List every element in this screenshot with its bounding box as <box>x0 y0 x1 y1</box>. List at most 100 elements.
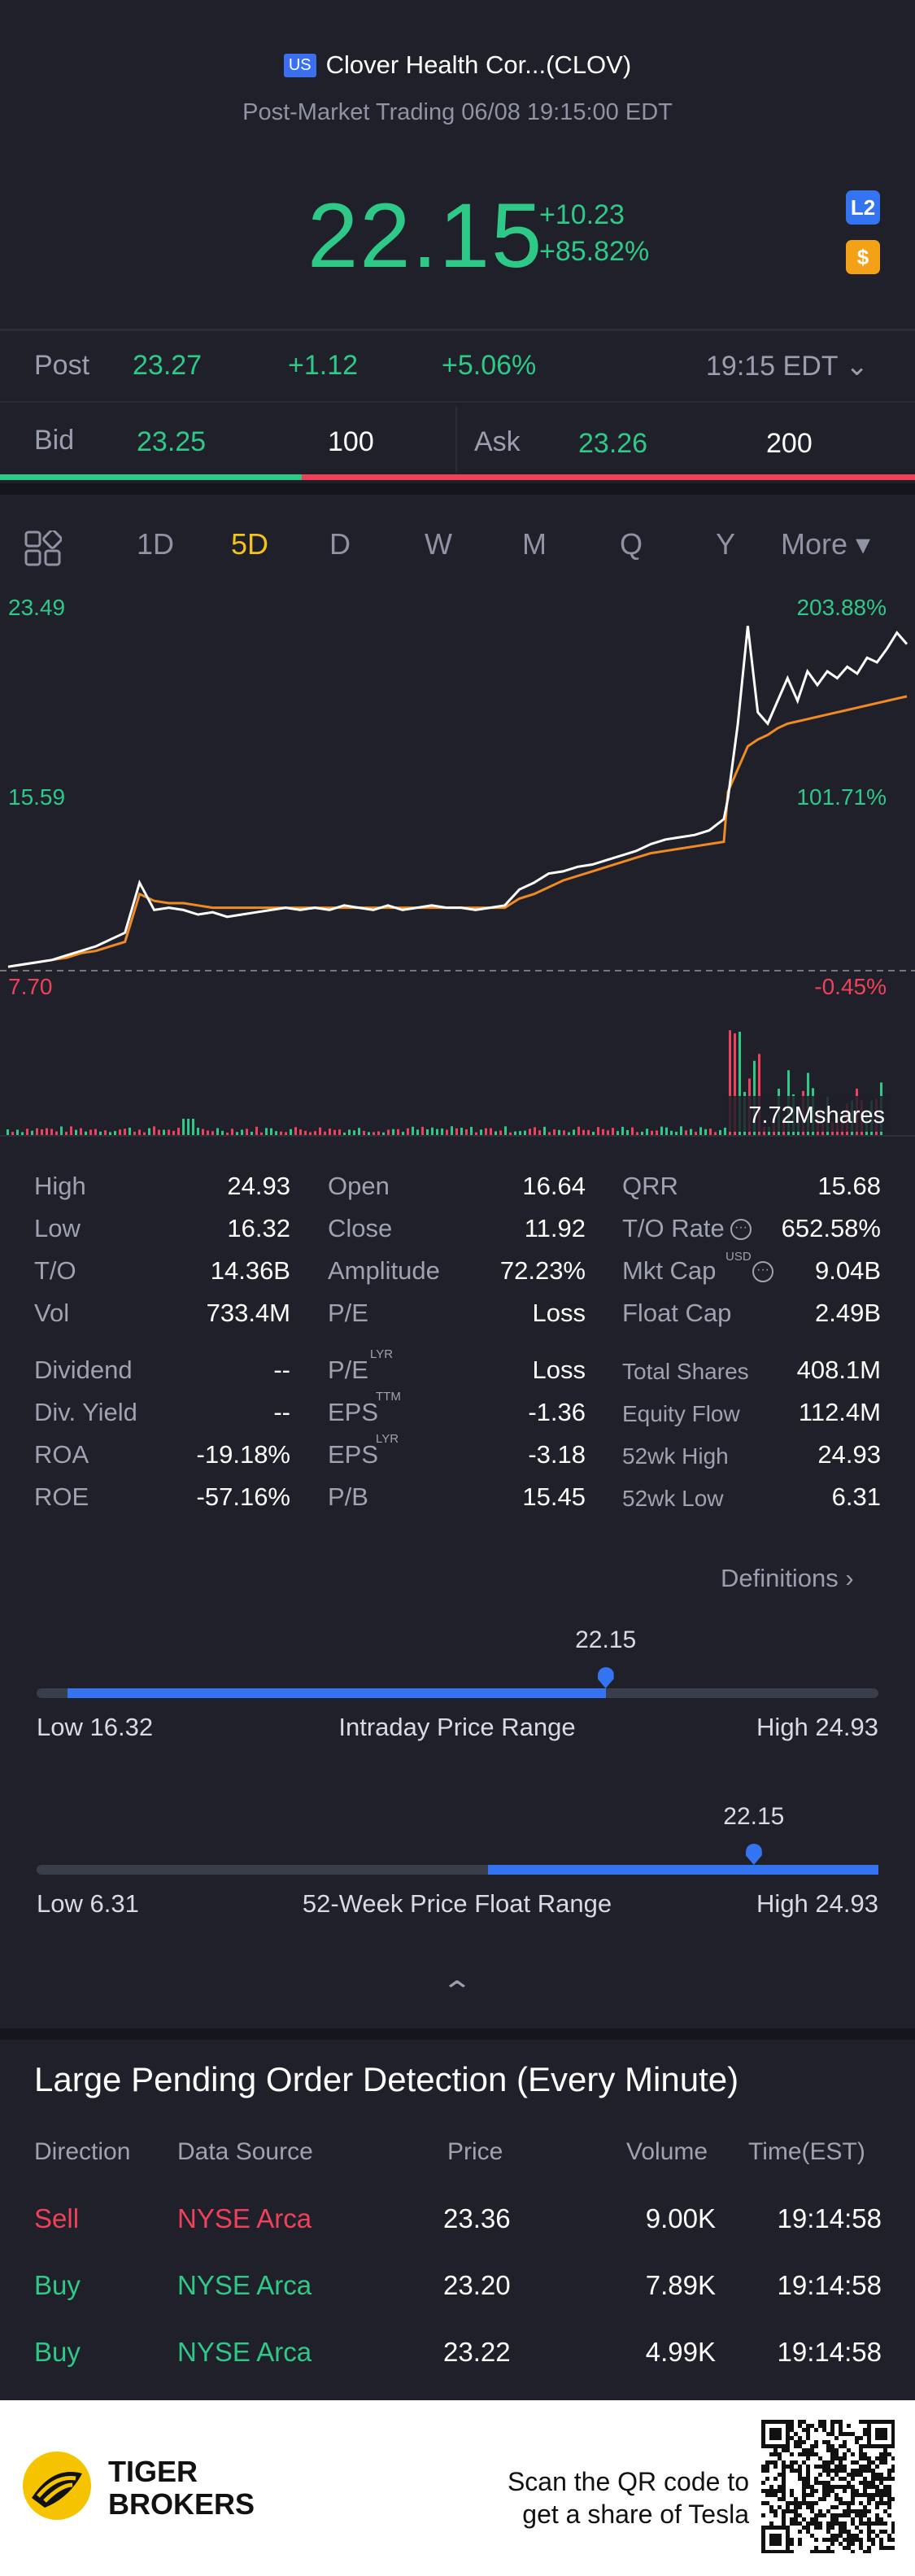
volume-bar <box>65 1132 68 1135</box>
order-source: NYSE Arca <box>177 2203 312 2233</box>
range-value: 22.15 <box>723 1803 785 1830</box>
info-icon[interactable]: ··· <box>730 1219 752 1240</box>
orders-header: Data Source <box>177 2138 313 2165</box>
volume-bar <box>538 1130 541 1135</box>
scan-line-2: get a share of Tesla <box>522 2500 749 2529</box>
volume-bar <box>480 1129 482 1135</box>
volume-bar <box>685 1130 687 1135</box>
stat-label: ROE <box>34 1482 89 1511</box>
tab-m[interactable]: M <box>522 527 547 561</box>
volume-bar <box>519 1131 521 1135</box>
dollar-button[interactable]: $ <box>846 240 880 274</box>
volume-bar <box>621 1126 624 1135</box>
post-time-dropdown[interactable]: 19:15 EDT ⌄ <box>706 350 869 382</box>
volume-bar <box>50 1129 53 1135</box>
volume-bar <box>333 1129 336 1135</box>
volume-bar <box>568 1132 570 1135</box>
volume-bar <box>382 1132 385 1135</box>
qr-code[interactable] <box>761 2420 895 2553</box>
volume-bar <box>280 1131 282 1135</box>
stat-value: 72.23% <box>499 1256 586 1285</box>
volume-bar <box>246 1129 248 1135</box>
volume-bar <box>124 1129 126 1135</box>
volume-bar <box>577 1126 580 1135</box>
volume-bar <box>16 1129 19 1135</box>
volume-bar <box>177 1128 180 1135</box>
volume-bar <box>158 1129 160 1135</box>
order-time: 19:14:58 <box>777 2337 882 2367</box>
y-label-high: 23.49 <box>8 595 65 620</box>
volume-bar <box>436 1129 438 1135</box>
volume-bar <box>119 1129 121 1135</box>
range-low: Low 16.32 <box>37 1713 154 1741</box>
volume-bar <box>758 1054 760 1135</box>
stat-value: 15.45 <box>522 1482 586 1511</box>
volume-bar <box>402 1132 404 1135</box>
volume-bar <box>597 1127 599 1135</box>
tab-q[interactable]: Q <box>620 527 643 561</box>
volume-label-bg <box>726 1096 889 1132</box>
volume-bar <box>524 1130 526 1135</box>
volume-bar <box>104 1130 107 1135</box>
definitions-label: Definitions <box>721 1564 839 1592</box>
range-low: Low 6.31 <box>37 1889 139 1918</box>
stat-value: 6.31 <box>831 1482 881 1511</box>
info-icon[interactable]: ··· <box>752 1261 773 1282</box>
volume-bar <box>392 1129 394 1135</box>
volume-bar <box>534 1127 536 1135</box>
volume-bar <box>607 1130 609 1135</box>
volume-bar <box>631 1127 634 1135</box>
stat-label: Close <box>328 1214 393 1242</box>
volume-bar <box>11 1132 14 1135</box>
y-label-low: 7.70 <box>8 974 53 999</box>
volume-bar <box>236 1132 238 1135</box>
stat-label: Float Cap <box>622 1299 732 1327</box>
volume-bar <box>94 1129 97 1135</box>
order-direction: Sell <box>34 2203 80 2233</box>
order-time: 19:14:58 <box>777 2270 882 2300</box>
pct-label-low: -0.45% <box>814 974 887 999</box>
price-chart[interactable]: 23.49 15.59 7.70 203.88% 101.71% -0.45% 7.72Ms… <box>0 590 915 1147</box>
volume-bar <box>46 1128 48 1135</box>
volume-bar <box>680 1126 682 1135</box>
pct-label-mid: 101.71% <box>796 784 887 810</box>
volume-bar <box>319 1127 321 1135</box>
volume-bar <box>646 1129 648 1135</box>
volume-bar <box>504 1126 507 1135</box>
stats-grid: High 24.93 Open 16.64 QRR 15.68 Low 16.32 Close 1… <box>0 1172 915 1578</box>
level2-button[interactable]: L2 <box>846 190 880 225</box>
volume-bar <box>241 1129 243 1135</box>
volume-bar <box>709 1129 712 1135</box>
volume-bar <box>558 1129 560 1135</box>
volume-bar <box>602 1129 604 1135</box>
definitions-link[interactable]: Definitions › <box>721 1564 854 1593</box>
stat-value: -1.36 <box>528 1398 586 1426</box>
tab-w[interactable]: W <box>425 527 452 561</box>
volume-bar <box>21 1132 24 1135</box>
tab-more[interactable]: More ▾ <box>781 527 871 561</box>
stat-value: 14.36B <box>210 1256 290 1285</box>
stat-label: Amplitude <box>328 1256 440 1285</box>
volume-bar <box>695 1132 697 1135</box>
stat-value: 112.4M <box>798 1398 881 1426</box>
volume-bar <box>260 1132 263 1135</box>
brand-line-1: TIGER <box>108 2455 198 2488</box>
collapse-chevron-icon[interactable]: ⌃ <box>441 1976 473 2007</box>
volume-bar <box>270 1128 272 1135</box>
volume-bar <box>548 1132 551 1135</box>
tab-5d[interactable]: 5D <box>231 527 269 561</box>
tab-d[interactable]: D <box>329 527 351 561</box>
bid-size: 100 <box>328 426 374 457</box>
stat-label: P/B <box>328 1482 368 1511</box>
chevron-right-icon: › <box>845 1564 854 1592</box>
volume-bar <box>163 1129 165 1135</box>
volume-bar <box>617 1131 619 1135</box>
volume-bar <box>338 1129 341 1135</box>
volume-bar <box>499 1130 502 1135</box>
tab-y[interactable]: Y <box>716 527 736 561</box>
chart-layout-icon[interactable] <box>24 529 63 566</box>
volume-bar <box>573 1129 575 1135</box>
volume-bar <box>26 1129 28 1135</box>
tab-1d[interactable]: 1D <box>137 527 175 561</box>
tiger-logo-icon <box>20 2449 94 2522</box>
